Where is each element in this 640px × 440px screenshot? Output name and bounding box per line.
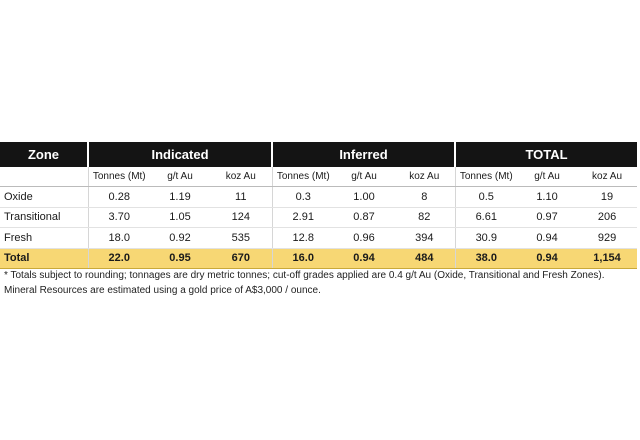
cell: 670	[210, 247, 273, 269]
cell: 19	[577, 186, 638, 208]
cell: 1,154	[577, 247, 638, 269]
cell: 0.94	[334, 247, 395, 269]
footnote-line: * Totals subject to rounding; tonnages a…	[4, 270, 605, 281]
subheader-cell: koz Au	[394, 167, 456, 187]
cell: 484	[394, 247, 456, 269]
cell: 0.95	[150, 247, 210, 269]
subheader-cell: g/t Au	[334, 167, 395, 187]
subheader-cell: Tonnes (Mt)	[271, 167, 335, 187]
cell: 0.28	[87, 186, 150, 208]
cell: 394	[394, 227, 456, 249]
data-row: Fresh 18.0 0.92 535 12.8 0.96 394 30.9 0.94 929	[0, 227, 638, 249]
cell: 1.19	[150, 186, 210, 208]
zone-header: Zone	[0, 142, 88, 167]
subheader-cell: koz Au	[210, 167, 273, 187]
cell: 124	[210, 207, 273, 228]
cell: 0.92	[150, 227, 210, 249]
subheader-cell: g/t Au	[517, 167, 578, 187]
group-header: TOTAL	[454, 142, 638, 167]
row-label: Total	[0, 247, 88, 269]
cell: 535	[210, 227, 273, 249]
row-label: Transitional	[0, 207, 88, 228]
cell: 0.97	[517, 207, 578, 228]
cell: 8	[394, 186, 456, 208]
total-row: Total 22.0 0.95 670 16.0 0.94 484 38.0 0.94 1,154	[0, 247, 638, 269]
resource-table-wrap: Zone Indicated Inferred TOTAL Tonnes (Mt) g/t…	[0, 142, 638, 269]
cell: 1.00	[334, 186, 395, 208]
cell: 2.91	[271, 207, 335, 228]
subheader-row: Tonnes (Mt) g/t Au koz Au Tonnes (Mt) g/t Au…	[0, 167, 638, 187]
resource-table: Zone Indicated Inferred TOTAL Tonnes (Mt) g/t…	[0, 142, 638, 269]
cell: 0.3	[271, 186, 335, 208]
cell: 0.96	[334, 227, 395, 249]
cell: 0.94	[517, 247, 578, 269]
cell: 1.10	[517, 186, 578, 208]
data-row: Transitional 3.70 1.05 124 2.91 0.87 82 6.61 0.9…	[0, 207, 638, 228]
subheader-cell: Tonnes (Mt)	[87, 167, 150, 187]
cell: 18.0	[87, 227, 150, 249]
header-row: Zone Indicated Inferred TOTAL	[0, 142, 638, 167]
cell: 30.9	[454, 227, 518, 249]
cell: 0.94	[517, 227, 578, 249]
cell: 22.0	[87, 247, 150, 269]
cell: 3.70	[87, 207, 150, 228]
group-header: Indicated	[86, 142, 273, 167]
subheader-cell: Tonnes (Mt)	[454, 167, 518, 187]
footnote: * Totals subject to rounding; tonnages a…	[4, 268, 638, 298]
row-label: Oxide	[0, 186, 88, 208]
cell: 0.87	[334, 207, 395, 228]
cell: 82	[394, 207, 456, 228]
cell: 1.05	[150, 207, 210, 228]
cell: 38.0	[454, 247, 518, 269]
row-label: Fresh	[0, 227, 88, 249]
group-header: Inferred	[271, 142, 456, 167]
cell: 206	[577, 207, 638, 228]
cell: 6.61	[454, 207, 518, 228]
footnote-line: Mineral Resources are estimated using a …	[4, 285, 321, 296]
data-row: Oxide 0.28 1.19 11 0.3 1.00 8 0.5 1.10 19	[0, 186, 638, 208]
subheader-blank	[0, 167, 88, 187]
cell: 11	[210, 186, 273, 208]
cell: 16.0	[271, 247, 335, 269]
cell: 12.8	[271, 227, 335, 249]
cell: 929	[577, 227, 638, 249]
cell: 0.5	[454, 186, 518, 208]
subheader-cell: koz Au	[577, 167, 638, 187]
subheader-cell: g/t Au	[150, 167, 210, 187]
